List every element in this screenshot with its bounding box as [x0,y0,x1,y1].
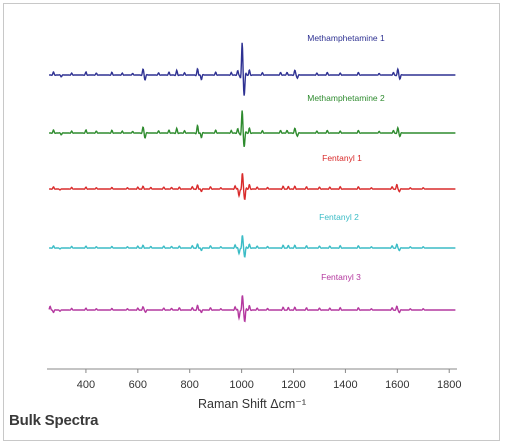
x-tick-label: 1800 [437,379,461,391]
series-label-1: Methamphetamine 1 [307,33,385,43]
spectrum-trace-1 [49,42,456,96]
x-tick-label: 1400 [333,379,357,391]
x-axis-title: Raman Shift Δcm⁻¹ [198,397,306,411]
x-tick-label: 1600 [385,379,409,391]
spectrum-trace-2 [49,110,456,147]
x-tick-label: 600 [129,379,147,391]
figure-caption: Bulk Spectra [9,412,99,429]
spectrum-trace-4 [49,235,456,258]
spectrum-trace-5 [48,295,456,323]
series-label-3: Fentanyl 1 [322,153,362,163]
x-tick-label: 1000 [229,379,253,391]
spectra-traces [48,42,456,323]
x-axis-ticks: 400 600 800 1000 1200 1400 1600 1800 [77,369,461,391]
series-labels: Methamphetamine 1 Methamphetamine 2 Fentan… [307,33,385,282]
series-label-5: Fentanyl 3 [321,272,361,282]
x-tick-label: 1200 [281,379,305,391]
x-tick-label: 800 [181,379,199,391]
spectrum-trace-3 [49,173,456,200]
series-label-4: Fentanyl 2 [319,212,359,222]
series-label-2: Methamphetamine 2 [307,93,385,103]
x-tick-label: 400 [77,379,95,391]
